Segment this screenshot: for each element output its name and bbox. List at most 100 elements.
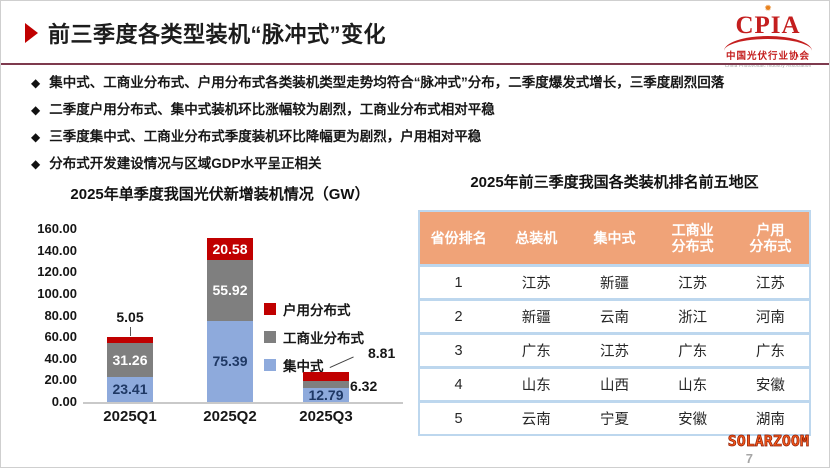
province-cell: 广东 — [731, 332, 810, 368]
y-axis-tick-label: 60.00 — [44, 329, 77, 345]
header-divider — [1, 63, 829, 65]
y-axis-tick-label: 80.00 — [44, 307, 77, 323]
legend-label: 户用分布式 — [283, 303, 351, 318]
province-cell: 云南 — [575, 298, 654, 334]
bar-value-label: 23.41 — [112, 381, 148, 398]
installation-chart-panel: 2025年单季度我国光伏新增装机情况（GW） 0.00 20.00 40.00 60.… — [19, 183, 421, 443]
y-axis-tick-label: 20.00 — [44, 372, 77, 388]
province-cell: 江苏 — [575, 332, 654, 368]
x-axis-category-label: 2025Q3 — [299, 408, 353, 425]
logo-org-name-en: China Photovoltaic Industry Association — [724, 62, 812, 68]
province-cell: 江苏 — [497, 264, 576, 300]
ranking-table-panel: 2025年前三季度我国各类装机排名前五地区 省份排名 总装机 集中式 工商业 分… — [418, 171, 811, 436]
column-header: 省份排名 — [419, 211, 498, 266]
slide-header: 前三季度各类型装机“脉冲式”变化 — [25, 17, 386, 49]
y-axis-tick-label: 100.00 — [37, 285, 77, 301]
diamond-bullet-icon: ◆ — [31, 103, 41, 117]
bar-value-label: 5.05 — [116, 309, 144, 326]
x-axis-category-label: 2025Q1 — [103, 408, 157, 425]
province-cell: 河南 — [731, 298, 810, 334]
diamond-bullet-icon: ◆ — [31, 157, 41, 171]
diamond-bullet-icon: ◆ — [31, 76, 41, 90]
bullet-list: ◆ 集中式、工商业分布式、户用分布式各类装机类型走势均符合“脉冲式”分布，二季度… — [31, 75, 823, 183]
rank-cell: 1 — [419, 264, 498, 300]
table-row: 2 新疆 云南 浙江 河南 — [419, 298, 810, 334]
bar-segment-集中式 — [303, 388, 349, 402]
bar-value-label: 20.58 — [212, 240, 248, 257]
y-axis-tick-label: 160.00 — [37, 221, 77, 236]
column-header: 工商业 分布式 — [653, 211, 732, 266]
bar-segment-户用分布式 — [303, 371, 349, 382]
rank-cell: 2 — [419, 298, 498, 334]
stacked-bar-chart: 0.00 20.00 40.00 60.00 80.00 100.00 120.00 140.… — [19, 221, 421, 439]
bullet-item: ◆ 二季度户用分布式、集中式装机环比涨幅较为剧烈，工商业分布式相对平稳 — [31, 102, 823, 118]
bullet-text: 分布式开发建设情况与区域GDP水平呈正相关 — [49, 156, 322, 171]
legend-swatch — [264, 303, 276, 315]
table-row: 3 广东 江苏 广东 广东 — [419, 332, 810, 368]
table-row: 5 云南 宁夏 安徽 湖南 — [419, 400, 810, 435]
bar-value-label: 6.32 — [350, 377, 378, 394]
rank-cell: 5 — [419, 400, 498, 435]
province-cell: 云南 — [497, 400, 576, 435]
title-arrow-icon — [25, 23, 38, 43]
province-cell: 宁夏 — [575, 400, 654, 435]
table-row: 1 江苏 新疆 江苏 江苏 — [419, 264, 810, 300]
rank-cell: 4 — [419, 366, 498, 402]
y-axis: 0.00 20.00 40.00 60.00 80.00 100.00 120.00 140.… — [19, 221, 77, 409]
chart-title: 2025年单季度我国光伏新增装机情况（GW） — [70, 186, 370, 203]
y-axis-tick-label: 0.00 — [51, 394, 77, 409]
sunburst-icon: ✹ — [764, 3, 772, 13]
province-cell: 山东 — [497, 366, 576, 402]
legend-swatch — [264, 331, 276, 343]
bar-segment-集中式 — [107, 376, 153, 402]
ranking-table-head: 省份排名 总装机 集中式 工商业 分布式 户用 分布式 — [419, 211, 810, 266]
logo-arc-icon — [724, 36, 812, 51]
legend-swatch — [264, 359, 276, 371]
cpia-logo: ✹ CPIA 中国光伏行业协会 China Photovoltaic Indus… — [717, 4, 819, 68]
diamond-bullet-icon: ◆ — [31, 130, 41, 144]
province-cell: 新疆 — [575, 264, 654, 300]
y-axis-tick-label: 40.00 — [44, 350, 77, 366]
x-axis-category-label: 2025Q2 — [203, 408, 257, 425]
province-cell: 湖南 — [731, 400, 810, 435]
province-cell: 广东 — [653, 332, 732, 368]
label-leader-line — [130, 327, 131, 337]
bar-segment-户用分布式 — [107, 337, 153, 343]
legend-item: 户用分布式 — [264, 299, 364, 319]
bullet-text: 三季度集中式、工商业分布式季度装机环比降幅更为剧烈，户用相对平稳 — [49, 129, 482, 144]
table-title: 2025年前三季度我国各类装机排名前五地区 — [470, 174, 759, 191]
watermark: SOLARZOOM — [727, 432, 809, 451]
ranking-table: 省份排名 总装机 集中式 工商业 分布式 户用 分布式 1 江苏 新疆 江苏 江苏 2 新疆… — [418, 210, 811, 436]
table-row: 4 山东 山西 山东 安徽 — [419, 366, 810, 402]
column-header: 总装机 — [497, 211, 576, 266]
page-number: 7 — [745, 451, 753, 466]
bar-value-label: 75.39 — [212, 353, 248, 370]
province-cell: 安徽 — [731, 366, 810, 402]
bullet-text: 二季度户用分布式、集中式装机环比涨幅较为剧烈，工商业分布式相对平稳 — [49, 102, 495, 117]
bar-segment-工商业分布式 — [107, 342, 153, 377]
legend-item: 集中式 — [264, 355, 364, 375]
bullet-item: ◆ 集中式、工商业分布式、户用分布式各类装机类型走势均符合“脉冲式”分布，二季度… — [31, 75, 823, 91]
page-title: 前三季度各类型装机“脉冲式”变化 — [48, 22, 387, 47]
bar-segment-工商业分布式 — [207, 260, 253, 321]
bar-segment-集中式 — [207, 320, 253, 402]
bar-value-label: 8.81 — [368, 344, 396, 361]
bar-value-label: 12.79 — [308, 387, 344, 404]
province-cell: 山西 — [575, 366, 654, 402]
bar-value-label: 31.26 — [112, 351, 148, 368]
bullet-item: ◆ 三季度集中式、工商业分布式季度装机环比降幅更为剧烈，户用相对平稳 — [31, 129, 823, 145]
ranking-table-body: 1 江苏 新疆 江苏 江苏 2 新疆 云南 浙江 河南 3 广东 江苏 广东 广东 4 山东 山西 山东 安徽 5 云南宁… — [419, 264, 810, 435]
province-cell: 浙江 — [653, 298, 732, 334]
bullet-text: 集中式、工商业分布式、户用分布式各类装机类型走势均符合“脉冲式”分布，二季度爆发… — [49, 75, 725, 90]
y-axis-tick-label: 120.00 — [37, 264, 77, 280]
logo-acronym: CPIA — [735, 12, 801, 39]
bar-value-label: 55.92 — [212, 282, 248, 299]
column-header: 集中式 — [575, 211, 654, 266]
plot-area: 户用分布式 工商业分布式 集中式 23.41 31.26 5.05 2025Q1 75.… — [83, 229, 403, 425]
rank-cell: 3 — [419, 332, 498, 368]
chart-legend: 户用分布式 工商业分布式 集中式 — [264, 299, 364, 375]
province-cell: 安徽 — [653, 400, 732, 435]
legend-label: 集中式 — [283, 359, 324, 374]
legend-item: 工商业分布式 — [264, 327, 364, 347]
